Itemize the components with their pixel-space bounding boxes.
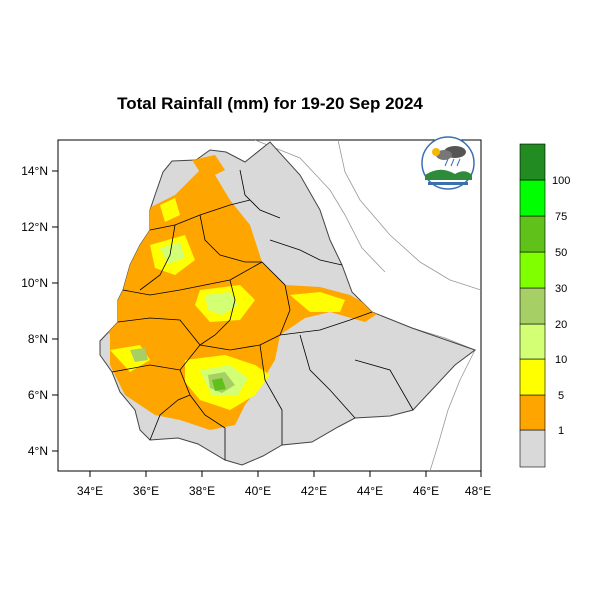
somalia-coastline	[411, 327, 476, 471]
legend-swatch	[519, 429, 546, 468]
x-tick-label: 36°E	[133, 484, 159, 498]
legend-swatch	[519, 287, 546, 325]
legend-swatch	[519, 394, 546, 431]
map-title: Total Rainfall (mm) for 19-20 Sep 2024	[117, 94, 423, 113]
legend-swatch	[519, 179, 546, 217]
y-tick-label: 10°N	[21, 276, 48, 290]
x-tick-label: 38°E	[189, 484, 215, 498]
legend-swatch	[519, 143, 546, 181]
legend-label: 5	[558, 390, 564, 402]
legend-label: 50	[555, 247, 567, 259]
y-tick-label: 6°N	[28, 388, 48, 402]
x-tick-label: 44°E	[357, 484, 383, 498]
x-tick-label: 42°E	[301, 484, 327, 498]
legend-swatch	[519, 215, 546, 253]
y-tick-label: 4°N	[28, 444, 48, 458]
legend-label: 75	[555, 211, 567, 223]
red-sea-coastline	[254, 140, 386, 273]
legend-label: 10	[555, 354, 567, 366]
rainfall-overlay	[100, 155, 380, 430]
color-legend: 1 5 10 20 30 50 75 100	[519, 143, 570, 468]
x-tick-label: 46°E	[413, 484, 439, 498]
legend-label: 30	[555, 283, 567, 295]
x-tick-label: 40°E	[245, 484, 271, 498]
arabian-coastline	[337, 140, 481, 291]
regional-boundaries	[111, 169, 414, 460]
meteorology-institute-logo	[421, 136, 475, 190]
x-tick-label: 48°E	[465, 484, 491, 498]
legend-label: 20	[555, 319, 567, 331]
legend-swatch	[519, 251, 546, 289]
legend-label: 1	[558, 425, 564, 437]
y-tick-label: 14°N	[21, 164, 48, 178]
legend-swatch	[519, 323, 546, 360]
x-axis-ticks	[89, 471, 482, 477]
legend-swatch	[519, 358, 546, 396]
legend-label: 100	[552, 175, 570, 187]
x-tick-label: 34°E	[77, 484, 103, 498]
y-tick-label: 8°N	[28, 332, 48, 346]
y-tick-label: 12°N	[21, 220, 48, 234]
y-axis-ticks	[52, 170, 58, 452]
